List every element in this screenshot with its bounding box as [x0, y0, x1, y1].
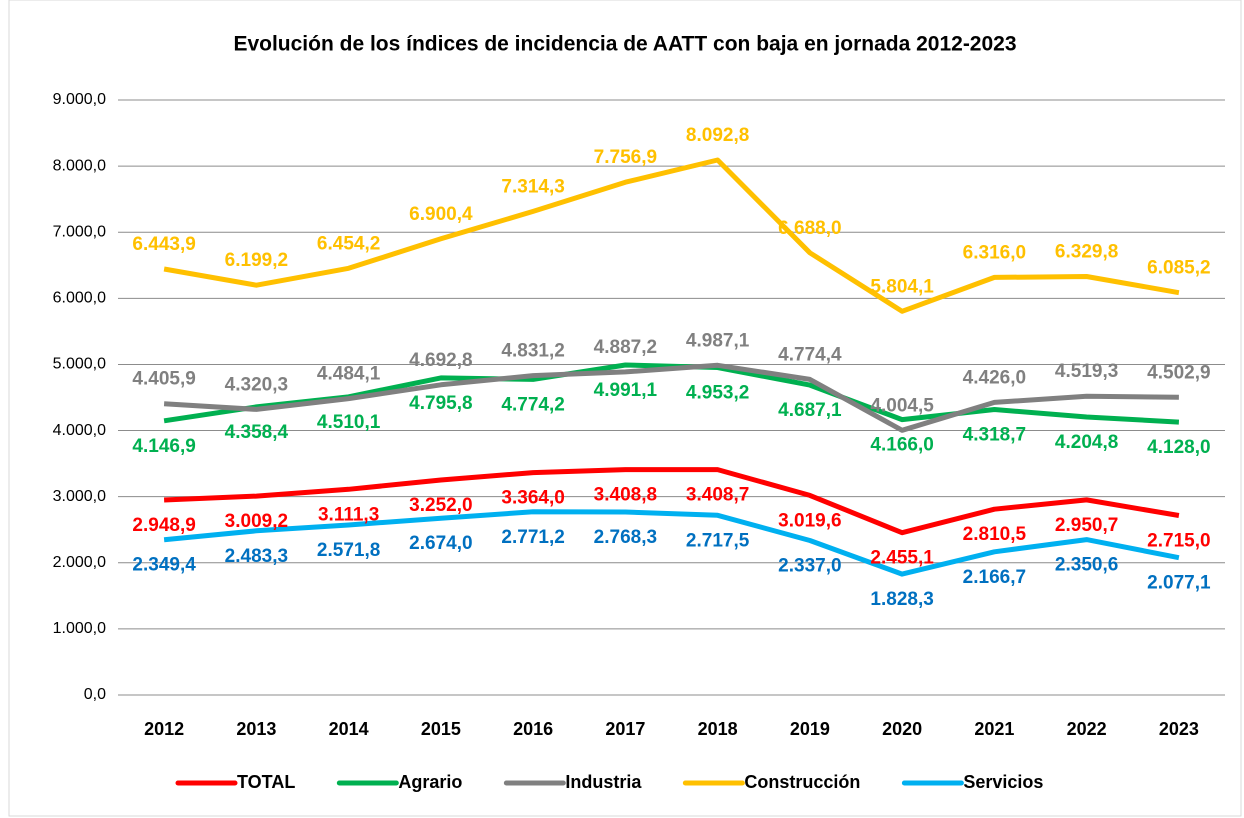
- data-label: 3.019,6: [778, 510, 841, 531]
- data-label: 4.795,8: [409, 393, 472, 414]
- data-label: 4.320,3: [225, 374, 288, 395]
- legend-label: Agrario: [398, 772, 462, 792]
- legend-label: TOTAL: [237, 772, 295, 792]
- x-tick-label: 2012: [144, 719, 184, 739]
- x-tick-label: 2023: [1159, 719, 1199, 739]
- data-label: 2.571,8: [317, 540, 380, 561]
- y-tick-label: 9.000,0: [53, 91, 106, 108]
- data-label: 4.831,2: [501, 341, 564, 362]
- y-tick-label: 7.000,0: [53, 223, 106, 240]
- data-label: 4.687,1: [778, 400, 842, 421]
- data-label: 4.953,2: [686, 383, 749, 404]
- data-label: 2.810,5: [963, 524, 1027, 545]
- x-tick-label: 2022: [1067, 719, 1107, 739]
- x-tick-label: 2021: [974, 719, 1014, 739]
- data-label: 2.674,0: [409, 533, 472, 554]
- data-label: 4.318,7: [963, 425, 1026, 446]
- data-label: 2.349,4: [132, 555, 196, 576]
- legend-label: Industria: [565, 772, 642, 792]
- data-label: 2.948,9: [132, 515, 195, 536]
- data-label: 4.519,3: [1055, 361, 1118, 382]
- data-label: 4.166,0: [870, 435, 933, 456]
- y-tick-label: 3.000,0: [53, 488, 106, 505]
- series-line: [163, 467, 1180, 536]
- data-label: 3.252,0: [409, 495, 472, 516]
- data-label: 6.454,2: [317, 233, 380, 254]
- data-label: 4.774,4: [778, 344, 842, 365]
- data-label: 6.443,9: [132, 234, 195, 255]
- data-label: 4.774,2: [501, 394, 564, 415]
- data-label: 6.085,2: [1147, 258, 1210, 279]
- data-label: 1.828,3: [870, 589, 933, 610]
- y-tick-label: 2.000,0: [53, 554, 106, 571]
- data-label: 6.900,4: [409, 204, 473, 225]
- data-label: 2.768,3: [594, 527, 657, 548]
- series-line: [163, 362, 1179, 433]
- data-label: 4.204,8: [1055, 432, 1118, 453]
- data-label: 3.408,8: [594, 485, 657, 506]
- data-label: 2.337,0: [778, 556, 841, 577]
- x-tick-label: 2017: [605, 719, 645, 739]
- data-label: 4.426,0: [963, 367, 1026, 388]
- legend-label: Construcción: [744, 772, 860, 792]
- data-label: 6.199,2: [225, 250, 288, 271]
- data-label: 5.804,1: [870, 276, 934, 297]
- data-label: 4.405,9: [132, 369, 195, 390]
- x-tick-label: 2018: [698, 719, 738, 739]
- series-line: [163, 509, 1180, 577]
- data-label: 2.715,0: [1147, 531, 1210, 552]
- y-tick-label: 8.000,0: [53, 157, 106, 174]
- data-label: 3.364,0: [501, 488, 564, 509]
- data-label: 4.502,9: [1147, 362, 1210, 383]
- x-tick-label: 2015: [421, 719, 461, 739]
- data-label: 4.692,8: [409, 350, 472, 371]
- data-label: 4.484,1: [317, 364, 381, 385]
- data-label: 8.092,8: [686, 125, 749, 146]
- x-tick-label: 2019: [790, 719, 830, 739]
- data-label: 4.510,1: [317, 412, 381, 433]
- chart-title: Evolución de los índices de incidencia d…: [233, 33, 1016, 56]
- legend-label: Servicios: [963, 772, 1043, 792]
- data-label: 6.316,0: [963, 242, 1026, 263]
- x-tick-label: 2014: [329, 719, 369, 739]
- x-tick-label: 2020: [882, 719, 922, 739]
- x-tick-label: 2013: [236, 719, 276, 739]
- data-label: 7.314,3: [501, 176, 564, 197]
- y-tick-label: 0,0: [84, 686, 106, 703]
- y-tick-label: 5.000,0: [53, 356, 106, 373]
- data-label: 4.987,1: [686, 330, 750, 351]
- x-tick-label: 2016: [513, 719, 553, 739]
- data-label: 2.166,7: [963, 567, 1026, 588]
- data-label: 4.991,1: [594, 380, 658, 401]
- data-label: 2.771,2: [501, 527, 564, 548]
- data-label: 6.329,8: [1055, 242, 1118, 263]
- data-label: 2.483,3: [225, 546, 288, 567]
- y-tick-label: 6.000,0: [53, 290, 106, 307]
- data-label: 4.004,5: [870, 395, 934, 416]
- data-label: 4.887,2: [594, 337, 657, 358]
- data-label: 4.146,9: [132, 436, 195, 457]
- series-line: [163, 157, 1180, 314]
- data-label: 7.756,9: [594, 147, 657, 168]
- y-tick-label: 4.000,0: [53, 422, 106, 439]
- data-label: 4.128,0: [1147, 437, 1210, 458]
- data-label: 3.111,3: [318, 504, 379, 525]
- data-label: 6.688,0: [778, 218, 841, 239]
- data-label: 2.350,6: [1055, 555, 1118, 576]
- data-label: 2.077,1: [1147, 573, 1211, 594]
- data-label: 4.358,4: [225, 422, 289, 443]
- data-label: 2.717,5: [686, 530, 750, 551]
- data-label: 2.950,7: [1055, 515, 1118, 536]
- y-tick-label: 1.000,0: [53, 620, 106, 637]
- data-label: 3.009,2: [225, 511, 288, 532]
- data-label: 2.455,1: [870, 548, 934, 569]
- data-label: 3.408,7: [686, 485, 749, 506]
